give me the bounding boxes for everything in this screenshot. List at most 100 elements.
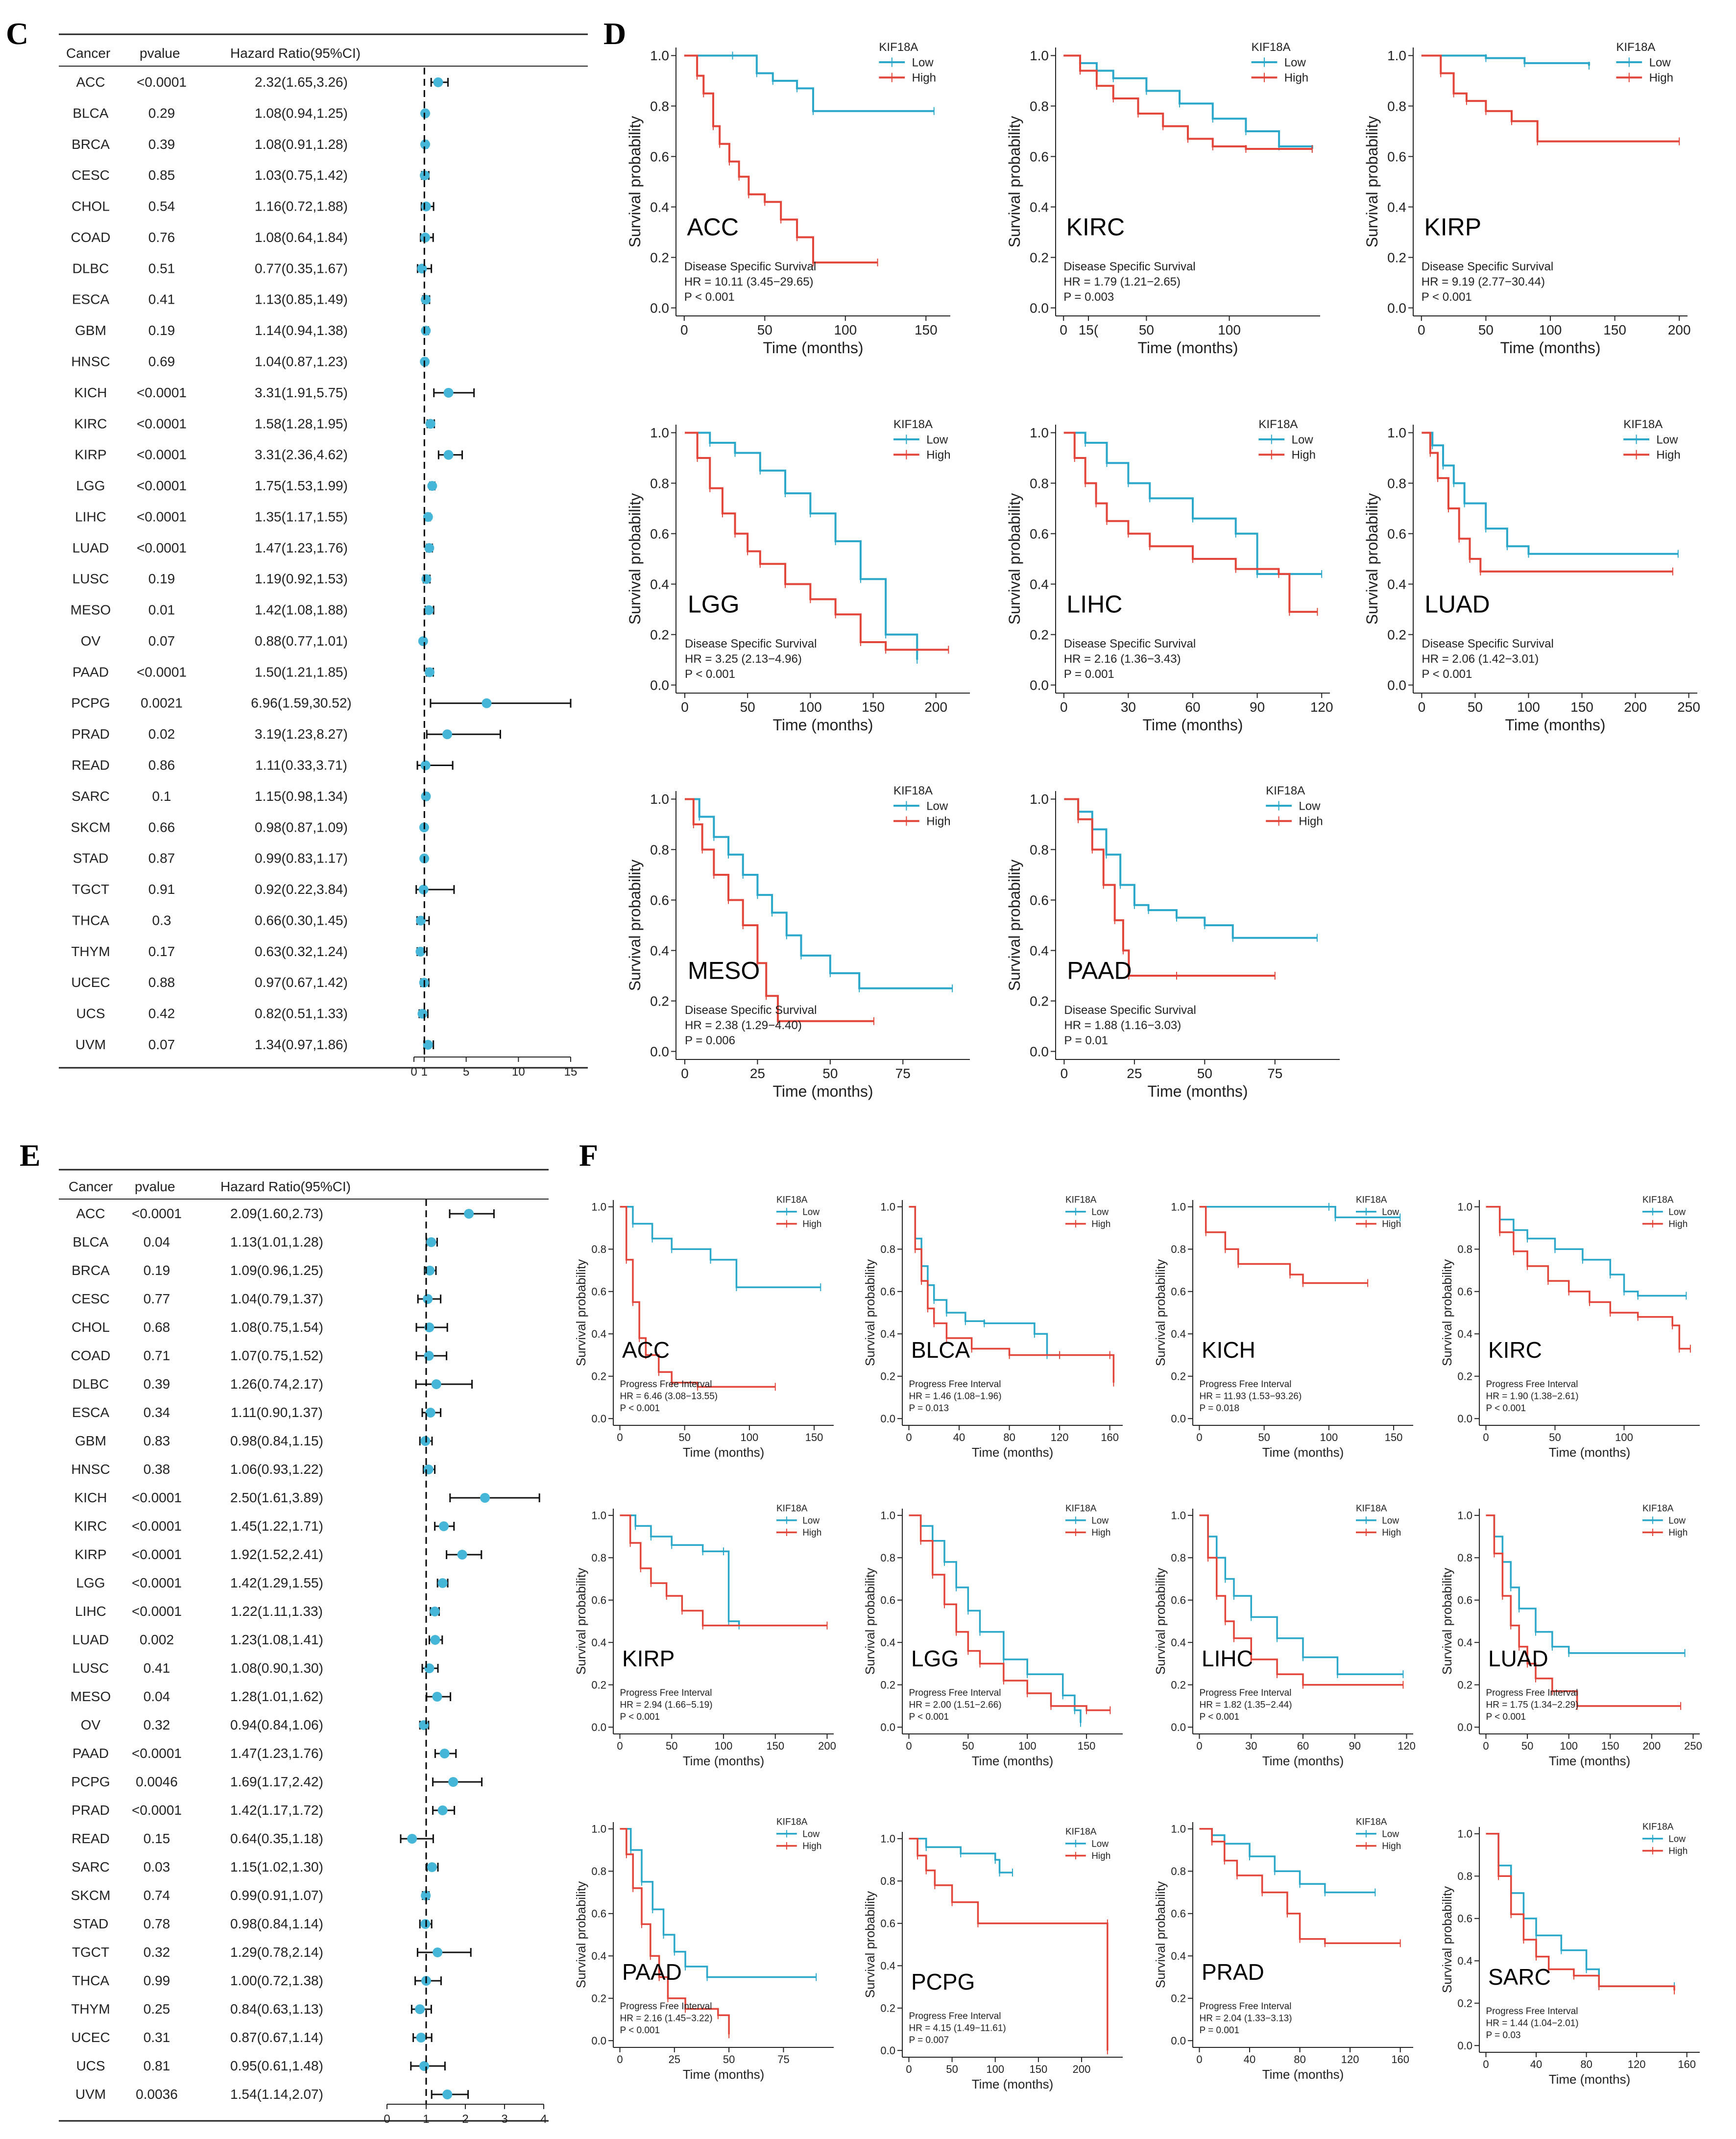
cancer-label: SKCM [71, 1888, 111, 1903]
p-value-label: P = 0.003 [1063, 290, 1114, 304]
x-tick-label: 50 [962, 1740, 974, 1752]
pvalue-cell: 0.17 [148, 944, 175, 959]
hr-point [417, 264, 427, 274]
hazard-ratio-cell: 0.64(0.35,1.18) [230, 1831, 323, 1846]
legend-title: KIF18A [1616, 41, 1655, 54]
legend-label-low: Low [1091, 1839, 1109, 1849]
cancer-type-label: LUAD [1488, 1646, 1548, 1671]
cancer-label: HNSC [71, 354, 110, 369]
hazard-ratio-cell: 3.31(2.36,4.62) [255, 447, 348, 462]
x-axis-label: Time (months) [772, 1082, 873, 1100]
hr-point [442, 729, 453, 740]
low-curve [685, 798, 953, 989]
cancer-label: LUAD [72, 1632, 109, 1647]
y-tick-label: 0.0 [1387, 300, 1406, 315]
hr-point [407, 1834, 417, 1844]
legend-title: KIF18A [1642, 1822, 1674, 1832]
y-tick-label: 0.2 [591, 1679, 606, 1691]
hr-point [457, 1550, 467, 1560]
cancer-label: UCEC [71, 975, 110, 990]
legend-label-high: High [1299, 815, 1323, 828]
x-tick-label: 0 [1418, 322, 1425, 337]
hazard-ratio-cell: 0.84(0.63,1.13) [230, 2001, 323, 2017]
cancer-label: CESC [72, 168, 110, 183]
y-axis-label: Survival probability [863, 1891, 877, 1998]
y-tick-label: 1.0 [1387, 425, 1406, 440]
y-tick-label: 0.6 [1030, 892, 1049, 908]
y-tick-label: 1.0 [1030, 48, 1049, 63]
hr-point [420, 108, 431, 119]
legend-title: KIF18A [776, 1504, 808, 1514]
pvalue-cell: <0.0001 [137, 540, 187, 555]
x-tick-label: 0 [681, 699, 689, 715]
hazard-ratio-cell: 1.11(0.33,3.71) [255, 758, 347, 773]
hazard-ratio-cell: 1.45(1.22,1.71) [230, 1518, 323, 1534]
hr-point [420, 760, 431, 770]
endpoint-label: Disease Specific Survival [1064, 1004, 1196, 1017]
hazard-ratio-cell: 1.08(0.90,1.30) [230, 1660, 323, 1676]
pvalue-cell: 0.78 [144, 1916, 170, 1931]
legend-label-high: High [1649, 72, 1673, 85]
x-tick-label: 120 [1310, 699, 1333, 715]
hr-point [421, 201, 431, 212]
y-tick-label: 0.2 [1171, 1370, 1186, 1382]
hr-point [419, 2061, 429, 2071]
legend-label-low: Low [926, 799, 948, 813]
hazard-ratio-label: HR = 1.75 (1.34−2.29) [1486, 1700, 1579, 1710]
y-tick-label: 0.0 [1171, 1721, 1186, 1733]
high-curve [1199, 1828, 1400, 1945]
y-tick-label: 0.6 [880, 1917, 895, 1929]
pvalue-cell: 0.002 [140, 1632, 174, 1647]
y-tick-label: 0.0 [650, 300, 669, 315]
pvalue-cell: 0.51 [148, 261, 175, 276]
hr-point [425, 667, 434, 677]
y-axis-label: Survival probability [626, 860, 644, 991]
y-tick-label: 0.2 [880, 1370, 895, 1382]
x-tick-label: 50 [757, 322, 772, 337]
y-tick-label: 0.8 [880, 1552, 895, 1564]
y-tick-label: 0.2 [1457, 1370, 1472, 1382]
x-tick-label: 150 [915, 322, 938, 337]
y-tick-label: 0.6 [1030, 149, 1049, 164]
hr-point [421, 326, 431, 336]
high-curve [1421, 54, 1680, 143]
y-tick-label: 0.2 [1030, 993, 1049, 1009]
x-tick-label: 100 [799, 699, 822, 715]
y-tick-label: 0.0 [650, 677, 669, 693]
endpoint-label: Disease Specific Survival [685, 637, 817, 650]
pvalue-cell: 0.66 [148, 819, 175, 835]
panel-letter-e: E [20, 1138, 41, 1173]
hazard-ratio-cell: 1.04(0.87,1.23) [255, 354, 348, 369]
x-tick-label: 120 [1341, 2053, 1359, 2066]
x-axis-label: Time (months) [1147, 1082, 1248, 1100]
pvalue-cell: 0.1 [152, 789, 171, 804]
x-tick-label: 1 [423, 2113, 429, 2126]
x-tick-label: 100 [1320, 1431, 1338, 1443]
x-tick-label: 0 [906, 1431, 912, 1443]
hazard-ratio-cell: 1.92(1.52,2.41) [230, 1547, 323, 1562]
hr-point [424, 605, 434, 615]
hr-point [432, 1692, 442, 1702]
p-value-label: P = 0.01 [1064, 1034, 1108, 1047]
cancer-label: OV [81, 1717, 101, 1732]
cancer-type-label: BLCA [911, 1337, 970, 1363]
hazard-ratio-label: HR = 2.16 (1.36−3.43) [1064, 652, 1181, 666]
km-plot: 0.0 0.2 0.4 0.6 0.8 1.0 0 50 100 15(Survival prob… [1006, 41, 1320, 357]
pvalue-cell: <0.0001 [132, 1746, 182, 1761]
cancer-type-label: MESO [688, 957, 760, 985]
hazard-ratio-cell: 1.13(1.01,1.28) [230, 1234, 323, 1250]
legend-title: KIF18A [1642, 1195, 1674, 1205]
y-tick-label: 0.6 [1387, 526, 1406, 541]
legend-label-high: High [1292, 449, 1316, 462]
legend-label-high: High [802, 1528, 821, 1538]
y-axis-label: Survival probability [574, 1568, 588, 1675]
high-curve [1486, 1514, 1681, 1707]
y-tick-label: 0.4 [1171, 1636, 1186, 1649]
y-tick-label: 0.2 [880, 1679, 895, 1691]
y-tick-label: 0.8 [1457, 1243, 1472, 1255]
cancer-label: TGCT [72, 882, 109, 897]
cancer-type-label: LUAD [1424, 591, 1490, 618]
high-curve [1199, 1514, 1403, 1686]
y-tick-label: 1.0 [591, 1823, 606, 1835]
y-tick-label: 0.4 [591, 1328, 606, 1340]
